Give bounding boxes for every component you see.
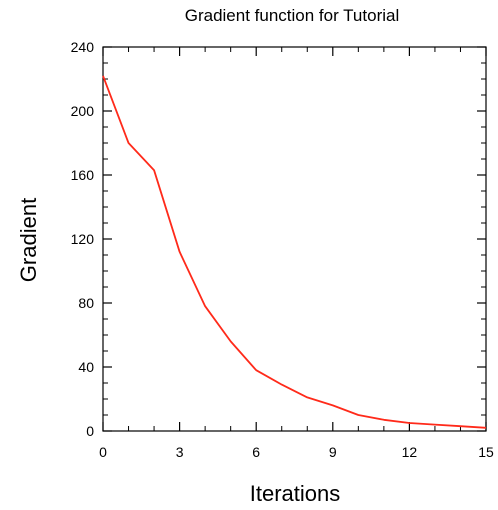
chart-title: Gradient function for Tutorial	[185, 6, 400, 25]
y-tick-label: 80	[78, 295, 94, 311]
x-tick-label: 15	[478, 444, 494, 460]
y-tick-label: 120	[71, 231, 95, 247]
x-tick-label: 9	[329, 444, 337, 460]
y-tick-label: 160	[71, 167, 95, 183]
y-tick-label: 0	[86, 423, 94, 439]
plot-area: 0 3 6 9 12 15 0 40 80 120 160 200 240	[71, 39, 494, 460]
x-tick-label: 12	[402, 444, 418, 460]
y-axis-title: Gradient	[16, 198, 41, 282]
series-line	[102, 75, 487, 429]
x-tick-label: 6	[252, 444, 260, 460]
x-tick-label: 0	[99, 444, 107, 460]
y-tick-label: 240	[71, 39, 95, 55]
x-tick-label: 3	[176, 444, 184, 460]
y-tick-label: 200	[71, 103, 95, 119]
plot-frame	[102, 46, 487, 432]
x-axis-title: Iterations	[250, 481, 341, 506]
y-tick-label: 40	[78, 359, 94, 375]
